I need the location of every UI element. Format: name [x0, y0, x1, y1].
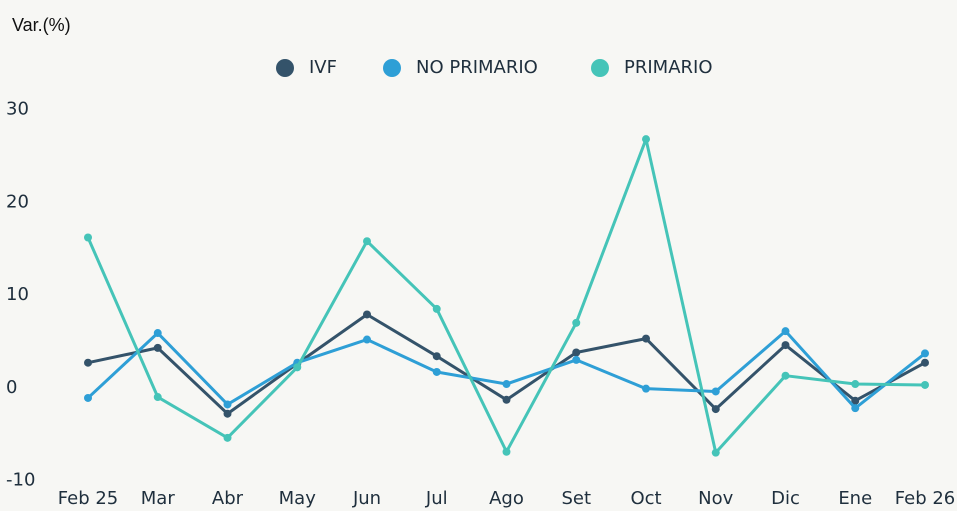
y-tick-label: -10	[6, 470, 35, 491]
data-point	[223, 400, 232, 409]
y-tick-label: 30	[6, 99, 29, 120]
data-point	[642, 334, 650, 343]
data-point	[642, 384, 650, 393]
x-tick-label: Ago	[489, 488, 524, 509]
x-tick-label: Set	[561, 488, 591, 509]
data-point	[921, 349, 929, 358]
data-point	[711, 387, 720, 396]
legend-label: PRIMARIO	[624, 57, 713, 78]
y-axis-label: Var.(%)	[12, 15, 71, 35]
data-point	[363, 335, 371, 344]
x-tick-label: Feb 25	[58, 488, 119, 509]
legend-swatch	[591, 59, 609, 77]
data-point	[363, 310, 371, 319]
legend-label: IVF	[309, 57, 337, 78]
data-point	[84, 233, 92, 242]
data-point	[502, 395, 511, 404]
data-point	[921, 380, 929, 389]
y-tick-label: 20	[6, 191, 29, 212]
data-point	[293, 363, 302, 372]
data-point	[432, 304, 441, 313]
data-point	[84, 393, 92, 402]
data-point	[711, 448, 720, 457]
x-tick-label: Ene	[838, 488, 872, 509]
data-point	[781, 327, 790, 336]
data-point	[851, 404, 860, 413]
data-point	[572, 348, 581, 357]
data-point	[781, 371, 790, 380]
y-tick-label: 0	[6, 377, 17, 398]
data-point	[642, 135, 650, 144]
data-point	[921, 358, 929, 367]
x-tick-label: May	[279, 488, 317, 509]
data-point	[153, 393, 162, 402]
data-point	[153, 329, 162, 338]
data-point	[432, 352, 441, 361]
x-tick-label: Abr	[212, 488, 244, 509]
x-tick-label: Jul	[425, 488, 448, 509]
x-tick-label: Dic	[771, 488, 800, 509]
data-point	[432, 367, 441, 376]
data-point	[153, 343, 162, 352]
data-point	[223, 409, 232, 418]
data-point	[711, 405, 720, 414]
data-point	[502, 380, 511, 389]
data-point	[851, 396, 860, 405]
data-point	[851, 380, 860, 389]
data-point	[781, 341, 790, 350]
x-tick-label: Feb 26	[895, 488, 956, 509]
legend-swatch	[276, 59, 294, 77]
x-tick-label: Nov	[698, 488, 733, 509]
x-tick-label: Jun	[352, 488, 381, 509]
legend-label: NO PRIMARIO	[416, 57, 538, 78]
y-tick-label: 10	[6, 284, 29, 305]
data-point	[84, 358, 92, 367]
data-point	[502, 447, 511, 456]
x-tick-label: Mar	[141, 488, 176, 509]
x-tick-label: Oct	[630, 488, 661, 509]
legend-swatch	[383, 59, 401, 77]
data-point	[572, 318, 581, 327]
data-point	[572, 355, 581, 364]
data-point	[363, 237, 371, 246]
data-point	[223, 433, 232, 442]
